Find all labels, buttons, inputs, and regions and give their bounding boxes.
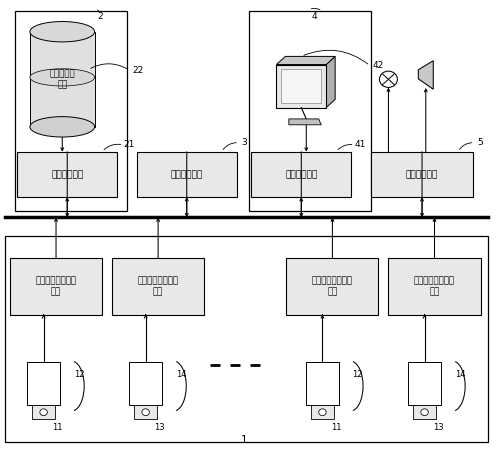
FancyBboxPatch shape — [17, 152, 117, 197]
FancyBboxPatch shape — [249, 11, 371, 211]
FancyBboxPatch shape — [413, 405, 436, 419]
Text: 11: 11 — [331, 423, 341, 432]
Text: 闸室船尾视频获取
单元: 闸室船尾视频获取 单元 — [414, 277, 455, 296]
Text: 13: 13 — [154, 423, 164, 432]
Text: 42: 42 — [373, 61, 384, 70]
FancyBboxPatch shape — [27, 362, 60, 405]
Text: 5: 5 — [477, 138, 483, 147]
FancyBboxPatch shape — [32, 405, 55, 419]
FancyBboxPatch shape — [311, 405, 334, 419]
FancyBboxPatch shape — [30, 32, 95, 127]
FancyBboxPatch shape — [129, 362, 162, 405]
Text: 声光提醒单元: 声光提醒单元 — [406, 170, 438, 179]
Text: 1: 1 — [241, 435, 248, 445]
Text: 系缆识别数
据库: 系缆识别数 据库 — [49, 70, 75, 89]
Text: 视频处理单元: 视频处理单元 — [51, 170, 83, 179]
Text: 12: 12 — [353, 370, 363, 379]
Text: 12: 12 — [74, 370, 84, 379]
FancyBboxPatch shape — [388, 258, 481, 315]
Ellipse shape — [30, 117, 95, 137]
Text: 3: 3 — [242, 138, 248, 147]
Text: 14: 14 — [176, 370, 186, 379]
Text: 22: 22 — [132, 66, 143, 75]
Text: 视频显控单元: 视频显控单元 — [285, 170, 317, 179]
Text: 系缆判断单元: 系缆判断单元 — [171, 170, 203, 179]
FancyBboxPatch shape — [371, 152, 473, 197]
Ellipse shape — [30, 69, 95, 86]
FancyBboxPatch shape — [134, 405, 157, 419]
Circle shape — [319, 409, 326, 416]
Text: 13: 13 — [433, 423, 443, 432]
FancyBboxPatch shape — [15, 11, 127, 211]
Circle shape — [421, 409, 428, 416]
FancyBboxPatch shape — [281, 69, 321, 103]
Text: 2: 2 — [97, 12, 103, 21]
FancyBboxPatch shape — [10, 258, 102, 315]
FancyBboxPatch shape — [5, 236, 488, 442]
Text: 41: 41 — [355, 140, 366, 149]
Polygon shape — [418, 61, 433, 89]
Text: 21: 21 — [124, 140, 135, 149]
Ellipse shape — [30, 22, 95, 42]
FancyBboxPatch shape — [30, 31, 95, 33]
Text: 闸室船尾视频获取
单元: 闸室船尾视频获取 单元 — [137, 277, 179, 296]
Text: 闸墙系缆视频获取
单元: 闸墙系缆视频获取 单元 — [312, 277, 353, 296]
Text: 4: 4 — [311, 12, 317, 21]
Text: 11: 11 — [52, 423, 62, 432]
FancyBboxPatch shape — [306, 362, 339, 405]
Text: 14: 14 — [455, 370, 465, 379]
FancyBboxPatch shape — [251, 152, 351, 197]
Polygon shape — [276, 56, 335, 65]
Circle shape — [379, 71, 397, 87]
Circle shape — [40, 409, 47, 416]
FancyBboxPatch shape — [408, 362, 441, 405]
Text: 闸墙系缆视频获取
单元: 闸墙系缆视频获取 单元 — [35, 277, 77, 296]
FancyBboxPatch shape — [286, 258, 378, 315]
FancyBboxPatch shape — [276, 65, 326, 107]
Polygon shape — [289, 119, 321, 125]
FancyBboxPatch shape — [112, 258, 204, 315]
Circle shape — [142, 409, 149, 416]
Polygon shape — [326, 56, 335, 107]
FancyBboxPatch shape — [137, 152, 237, 197]
